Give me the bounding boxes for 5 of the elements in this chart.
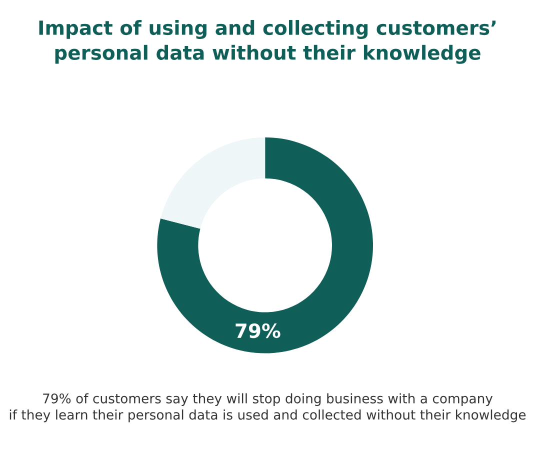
chart-title: Impact of using and collecting customers’ personal data without their knowledge bbox=[39, 20, 496, 64]
text: 79% of customers say they will stop doing business with a company if they learn their personal data is used and collected without their knowledge bbox=[10, 393, 526, 422]
donut-slice bbox=[160, 137, 266, 229]
donut-slice bbox=[157, 137, 374, 354]
data-label: 79% bbox=[236, 323, 280, 338]
